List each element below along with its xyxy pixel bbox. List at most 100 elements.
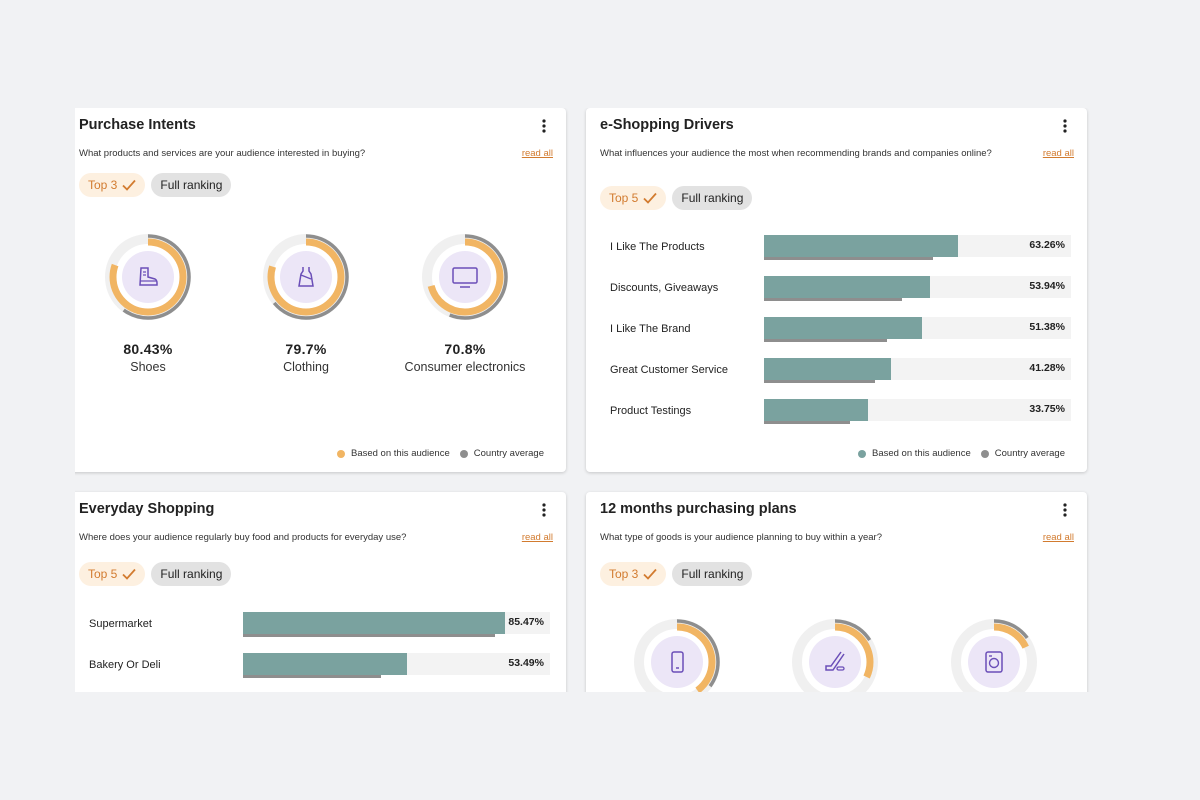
ring-country-average-arc	[422, 234, 508, 320]
icon-badge	[439, 251, 491, 303]
ring-country-average-arc	[792, 619, 878, 692]
icon-badge	[809, 636, 861, 688]
plan-ring	[634, 619, 720, 692]
ranking-toggle: Top 5 Full ranking	[600, 186, 753, 210]
bar-value: 63.26%	[1029, 239, 1065, 251]
top-chip[interactable]: Top 3	[79, 173, 146, 197]
full-ranking-chip[interactable]: Full ranking	[151, 562, 232, 586]
legend-dot-country	[459, 449, 468, 458]
bar-label: Supermarket	[89, 618, 152, 630]
bar-audience	[764, 358, 891, 380]
icon-badge	[280, 251, 332, 303]
chart-legend: Based on this audience Country average	[336, 448, 544, 459]
read-all-link[interactable]: read all	[521, 148, 553, 159]
more-options-button[interactable]	[536, 118, 552, 134]
full-ranking-chip[interactable]: Full ranking	[151, 173, 232, 197]
full-ranking-chip[interactable]: Full ranking	[672, 186, 753, 210]
card-subtitle: What influences your audience the most w…	[600, 148, 992, 159]
plan-ring	[951, 619, 1037, 692]
ring-audience-arc	[109, 238, 187, 316]
intent-ring	[105, 234, 191, 320]
ranking-toggle: Top 3 Full ranking	[79, 173, 232, 197]
bar-row: Supermarket 85.47%	[89, 612, 550, 638]
top-chip[interactable]: Top 3	[600, 562, 667, 586]
bar-value: 41.28%	[1029, 362, 1065, 374]
ranking-toggle: Top 5 Full ranking	[79, 562, 232, 586]
icon-badge	[968, 636, 1020, 688]
bar-country-average	[764, 257, 933, 260]
bar-audience	[764, 276, 930, 298]
full-ranking-chip[interactable]: Full ranking	[672, 562, 753, 586]
smartphone-icon	[671, 651, 684, 673]
intent-percent: 80.43%	[123, 341, 173, 357]
bar-track: 53.94%	[764, 276, 1071, 301]
bar-label: I Like The Brand	[610, 323, 691, 335]
bar-country-average	[764, 380, 875, 383]
legend-dot-country	[980, 449, 989, 458]
legend-audience-label: Based on this audience	[871, 448, 971, 459]
ring-audience-arc	[796, 623, 874, 692]
legend-dot-audience	[857, 449, 866, 458]
bar-row: Product Testings 33.75%	[610, 399, 1071, 425]
legend-dot-audience	[336, 449, 345, 458]
plan-item	[602, 618, 752, 692]
bar-track: 33.75%	[764, 399, 1071, 424]
top-chip[interactable]: Top 5	[79, 562, 146, 586]
intent-percent: 70.8%	[444, 341, 486, 357]
icon-badge	[122, 251, 174, 303]
more-vertical-icon	[542, 503, 546, 517]
bar-track: 53.49%	[243, 653, 550, 678]
bar-audience	[243, 653, 408, 675]
more-options-button[interactable]	[1057, 502, 1073, 518]
bar-country-average	[764, 298, 903, 301]
legend-audience-label: Based on this audience	[350, 448, 450, 459]
ring-audience-arc	[267, 238, 345, 316]
bar-country-average	[764, 339, 887, 342]
read-all-link[interactable]: read all	[1042, 148, 1074, 159]
card-title: 12 months purchasing plans	[600, 501, 797, 517]
legend-country-label: Country average	[473, 448, 544, 459]
bar-label: Bakery Or Deli	[89, 659, 161, 671]
more-options-button[interactable]	[536, 502, 552, 518]
top-chip-label: Top 5	[88, 567, 118, 581]
read-all-link[interactable]: read all	[521, 532, 553, 543]
intent-percent: 79.7%	[285, 341, 327, 357]
legend-country-label: Country average	[994, 448, 1065, 459]
bar-value: 51.38%	[1029, 321, 1065, 333]
card-subtitle: What type of goods is your audience plan…	[600, 532, 883, 543]
bar-track: 41.28%	[764, 358, 1071, 383]
top-chip[interactable]: Top 5	[600, 186, 667, 210]
intent-ring	[263, 234, 349, 320]
bar-country-average	[243, 634, 495, 637]
intent-item: 79.7% Clothing	[231, 233, 381, 374]
bar-row: Great Customer Service 41.28%	[610, 358, 1071, 384]
card-title: Everyday Shopping	[79, 501, 215, 517]
card-title: Purchase Intents	[79, 117, 196, 133]
bar-audience	[764, 235, 959, 257]
check-icon	[122, 568, 137, 580]
bar-track: 63.26%	[764, 235, 1071, 260]
plan-ring	[792, 619, 878, 692]
top-chip-label: Top 5	[609, 191, 639, 205]
plan-item	[919, 618, 1069, 692]
dashboard-viewport: Purchase Intents What products and servi…	[75, 108, 1095, 692]
intent-item: 70.8% Consumer electronics	[390, 233, 540, 374]
intent-label: Consumer electronics	[404, 360, 526, 374]
bar-track: 51.38%	[764, 317, 1071, 342]
eshopping-drivers-card: e-Shopping Drivers What influences your …	[586, 108, 1087, 472]
intent-label: Shoes	[130, 360, 166, 374]
ring-country-average-arc	[634, 619, 720, 692]
purchase-intents-card: Purchase Intents What products and servi…	[75, 108, 566, 472]
read-all-link[interactable]: read all	[1042, 532, 1074, 543]
ring-audience-arc	[638, 623, 716, 692]
bar-audience	[243, 612, 506, 634]
bar-row: I Like The Brand 51.38%	[610, 317, 1071, 343]
everyday-shopping-card: Everyday Shopping Where does your audien…	[75, 492, 566, 692]
bar-audience	[764, 399, 868, 421]
check-icon	[643, 192, 658, 204]
more-options-button[interactable]	[1057, 118, 1073, 134]
intent-ring	[422, 234, 508, 320]
top-chip-label: Top 3	[609, 567, 639, 581]
icon-badge	[651, 636, 703, 688]
intent-item: 80.43% Shoes	[75, 233, 223, 374]
